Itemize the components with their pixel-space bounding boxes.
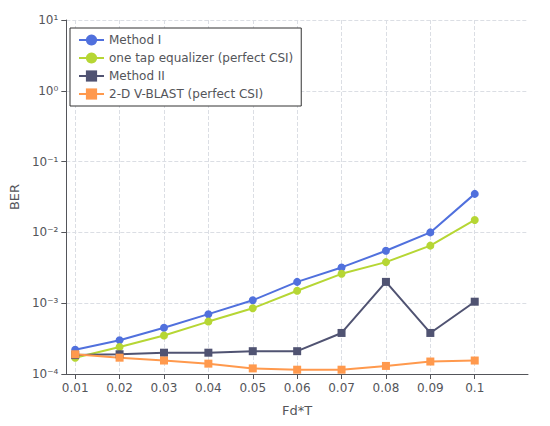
svg-text:one tap equalizer (perfect CSI: one tap equalizer (perfect CSI) bbox=[109, 51, 293, 65]
svg-text:BER: BER bbox=[7, 184, 22, 210]
svg-text:10⁻³: 10⁻³ bbox=[32, 296, 59, 310]
svg-text:0.09: 0.09 bbox=[417, 381, 444, 395]
svg-text:0.05: 0.05 bbox=[239, 381, 266, 395]
svg-text:10¹: 10¹ bbox=[38, 13, 58, 27]
svg-text:2-D V-BLAST (perfect CSI): 2-D V-BLAST (perfect CSI) bbox=[109, 87, 263, 101]
svg-text:0.08: 0.08 bbox=[373, 381, 400, 395]
svg-text:0.06: 0.06 bbox=[284, 381, 311, 395]
svg-text:Method I: Method I bbox=[109, 33, 161, 47]
svg-text:0.01: 0.01 bbox=[62, 381, 89, 395]
svg-text:10⁻²: 10⁻² bbox=[32, 225, 59, 239]
svg-text:0.07: 0.07 bbox=[328, 381, 355, 395]
svg-text:10⁰: 10⁰ bbox=[38, 84, 58, 98]
svg-text:0.03: 0.03 bbox=[151, 381, 178, 395]
svg-text:10⁻⁴: 10⁻⁴ bbox=[32, 367, 59, 381]
svg-text:0.1: 0.1 bbox=[465, 381, 484, 395]
svg-text:0.04: 0.04 bbox=[195, 381, 222, 395]
svg-text:Fd*T: Fd*T bbox=[282, 403, 312, 418]
svg-text:Method II: Method II bbox=[109, 69, 165, 83]
svg-text:0.02: 0.02 bbox=[106, 381, 133, 395]
svg-text:10⁻¹: 10⁻¹ bbox=[32, 155, 59, 169]
